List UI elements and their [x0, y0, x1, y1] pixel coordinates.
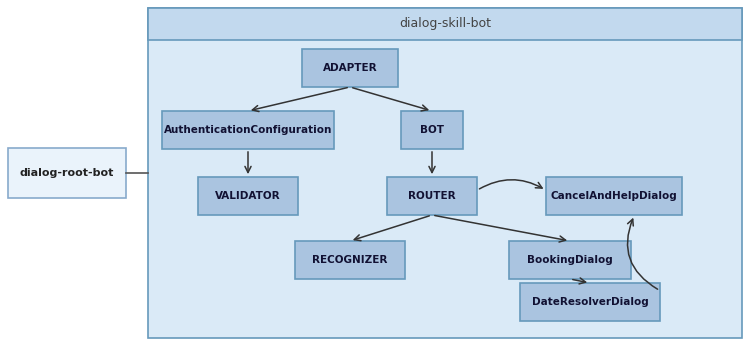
FancyBboxPatch shape	[8, 148, 126, 198]
FancyBboxPatch shape	[520, 283, 660, 321]
FancyBboxPatch shape	[302, 49, 398, 87]
Text: ADAPTER: ADAPTER	[322, 63, 377, 73]
FancyBboxPatch shape	[148, 8, 742, 338]
Text: BookingDialog: BookingDialog	[527, 255, 613, 265]
Text: BOT: BOT	[420, 125, 444, 135]
Text: CancelAndHelpDialog: CancelAndHelpDialog	[550, 191, 677, 201]
FancyBboxPatch shape	[295, 241, 405, 279]
FancyBboxPatch shape	[198, 177, 298, 215]
FancyBboxPatch shape	[509, 241, 631, 279]
FancyBboxPatch shape	[401, 111, 463, 149]
FancyBboxPatch shape	[546, 177, 682, 215]
FancyBboxPatch shape	[162, 111, 334, 149]
Text: DateResolverDialog: DateResolverDialog	[532, 297, 648, 307]
Text: VALIDATOR: VALIDATOR	[215, 191, 280, 201]
Text: ROUTER: ROUTER	[408, 191, 456, 201]
FancyBboxPatch shape	[387, 177, 477, 215]
Text: AuthenticationConfiguration: AuthenticationConfiguration	[164, 125, 332, 135]
Text: RECOGNIZER: RECOGNIZER	[312, 255, 388, 265]
Text: dialog-skill-bot: dialog-skill-bot	[399, 17, 491, 31]
FancyBboxPatch shape	[148, 8, 742, 40]
Text: dialog-root-bot: dialog-root-bot	[20, 168, 114, 178]
